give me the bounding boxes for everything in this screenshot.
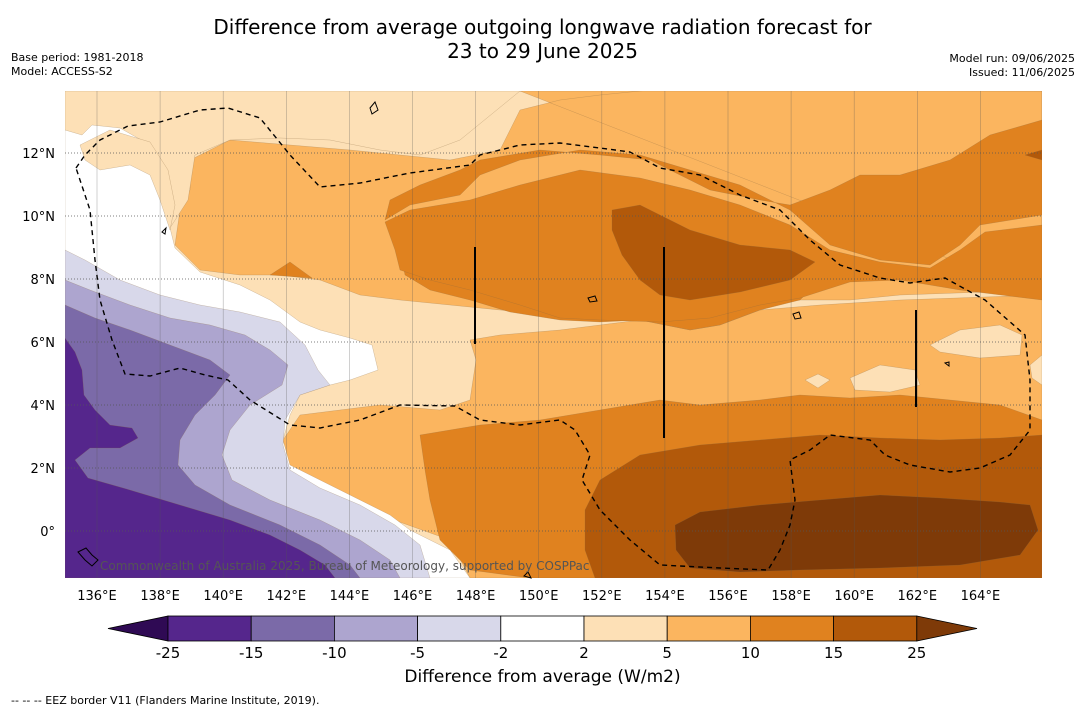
colorbar-segment (833, 615, 918, 642)
eez-footnote: -- -- -- EEZ border V11 (Flanders Marine… (11, 694, 320, 707)
colorbar-tick-label: -10 (322, 644, 347, 662)
lon-tick-label: 150°E (519, 589, 559, 604)
colorbar-extend-low (107, 615, 169, 642)
map-title-line1: Difference from average outgoing longwav… (213, 15, 872, 39)
field-peach-patch3 (804, 373, 831, 389)
lon-tick-label: 156°E (708, 589, 748, 604)
lon-tick-label: 142°E (267, 589, 307, 604)
colorbar-tick-label: -25 (156, 644, 181, 662)
colorbar-segment (417, 615, 502, 642)
lat-tick-label: 0° (40, 525, 55, 540)
colorbar-segment (250, 615, 335, 642)
island-icon (792, 311, 802, 320)
field-peach-patch4 (1029, 354, 1042, 386)
colorbar-segment (167, 615, 252, 642)
lat-tick-label: 10°N (22, 210, 55, 225)
model-run: Model run: 09/06/2025 (949, 52, 1075, 65)
lon-tick-label: 136°E (77, 589, 117, 604)
graticule-lat (65, 152, 1042, 532)
colorbar-tick-label: -2 (493, 644, 508, 662)
lon-tick-label: 152°E (582, 589, 622, 604)
contour-fields (65, 91, 1042, 578)
field-dark-orange-north (611, 204, 816, 301)
field-brown-core (674, 494, 1039, 573)
lon-tick-label: 154°E (645, 589, 685, 604)
colorbar-tick-label: 5 (662, 644, 672, 662)
longitude-labels: 136°E 138°E 140°E 142°E 144°E 146°E 148°E 150°E… (77, 589, 1000, 604)
colorbar-tick-label: 25 (907, 644, 926, 662)
colorbar-segment (500, 615, 585, 642)
eez-border (75, 107, 1031, 571)
lat-tick-label: 6°N (31, 336, 56, 351)
colorbar-segment (666, 615, 751, 642)
colorbar-tick-label: -15 (239, 644, 264, 662)
field-dark-purple (65, 337, 336, 578)
lon-tick-label: 160°E (834, 589, 874, 604)
issued-date: Issued: 11/06/2025 (968, 66, 1075, 79)
island-icon (77, 547, 99, 567)
colorbar: -25 -15 -10 -5 -2 2 5 10 15 25 (107, 615, 978, 662)
lon-tick-label: 138°E (140, 589, 180, 604)
lat-tick-label: 8°N (31, 273, 56, 288)
colorbar-tick-label: 10 (741, 644, 760, 662)
islands (77, 101, 950, 579)
island-icon (523, 571, 532, 579)
field-dark-orange-edge (1024, 149, 1042, 161)
model-name: Model: ACCESS-S2 (11, 65, 113, 78)
map-title-line2: 23 to 29 June 2025 (447, 39, 638, 63)
colorbar-tick-label: 15 (824, 644, 843, 662)
field-peach-patch (929, 324, 1023, 359)
field-peach-patch2 (849, 364, 921, 393)
eez-border-north (75, 107, 1031, 571)
colorbar-label: Difference from average (W/m2) (404, 667, 681, 687)
lon-tick-label: 144°E (330, 589, 370, 604)
lon-tick-label: 140°E (203, 589, 243, 604)
colorbar-tick-label: 2 (579, 644, 589, 662)
colorbar-segment (333, 615, 418, 642)
latitude-labels: 12°N 10°N 8°N 6°N 4°N 2°N 0° (22, 147, 55, 540)
island-icon (587, 295, 598, 303)
field-peach-topleft (65, 91, 521, 229)
base-period: Base period: 1981-2018 (11, 51, 144, 64)
field-peach-wedge (79, 129, 176, 231)
lon-tick-label: 146°E (393, 589, 433, 604)
colorbar-segment (583, 615, 668, 642)
colorbar-extend-high (916, 615, 978, 642)
colorbar-segment (750, 615, 835, 642)
island-icon (943, 361, 950, 367)
lon-tick-label: 148°E (456, 589, 496, 604)
field-orange-small (269, 261, 313, 279)
forecast-markers (474, 247, 917, 438)
island-icon (369, 101, 379, 115)
lat-tick-label: 4°N (31, 399, 56, 414)
lon-tick-label: 162°E (898, 589, 938, 604)
lat-tick-label: 12°N (22, 147, 55, 162)
island-icon (161, 226, 167, 235)
copyright-text: Commonwealth of Australia 2025, Bureau o… (100, 559, 590, 573)
lat-tick-label: 2°N (31, 462, 56, 477)
colorbar-tick-label: -5 (410, 644, 425, 662)
lon-tick-label: 158°E (771, 589, 811, 604)
lon-tick-label: 164°E (961, 589, 1001, 604)
